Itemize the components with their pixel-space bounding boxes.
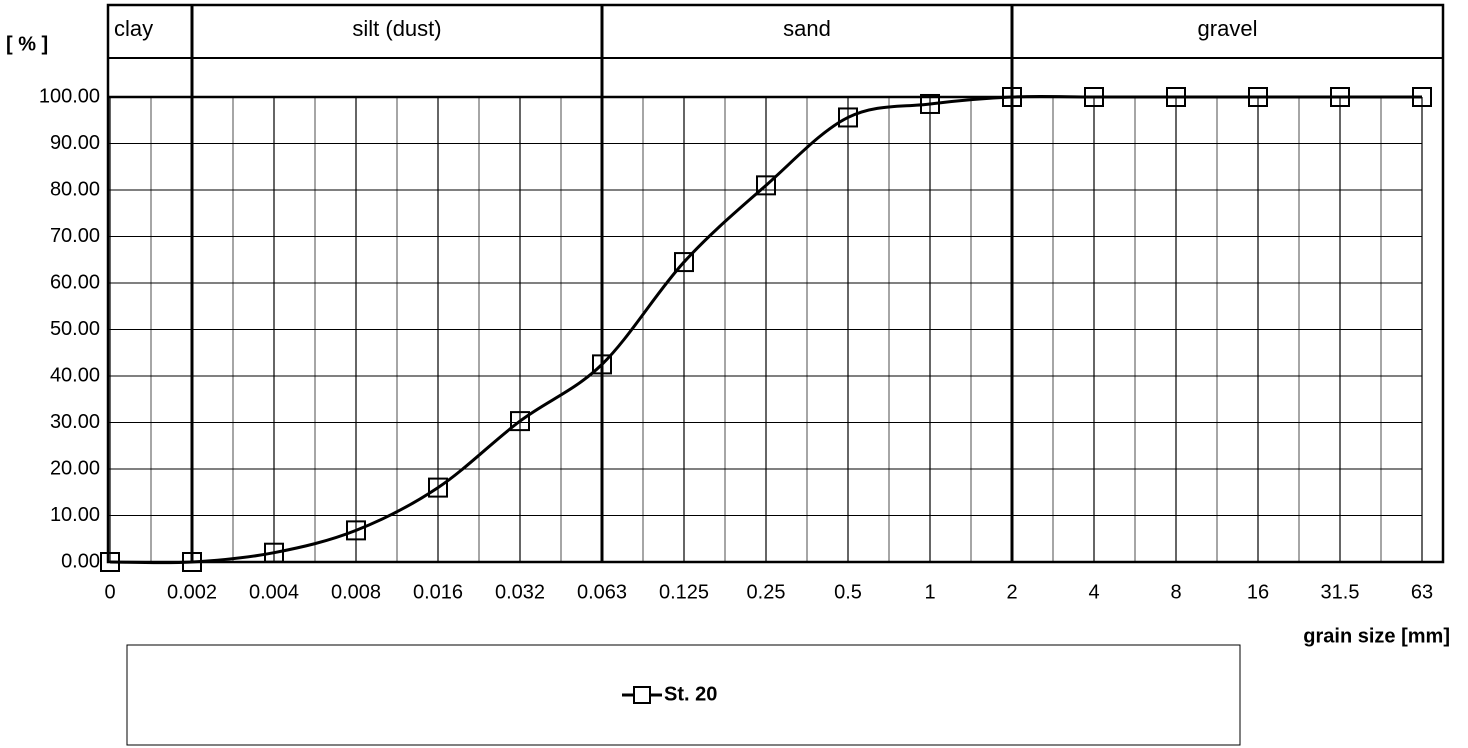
x-tick-label: 0.016: [413, 581, 463, 603]
data-marker: [592, 354, 612, 375]
zone-label: silt (dust): [352, 16, 441, 41]
x-tick-label: 16: [1247, 581, 1269, 603]
y-tick-label: 70.00: [50, 225, 100, 247]
x-tick-label: 4: [1088, 581, 1099, 603]
x-tick-label: 31.5: [1321, 581, 1360, 603]
data-marker: [756, 175, 776, 196]
x-tick-label: 0.063: [577, 581, 627, 603]
x-axis-label: grain size [mm]: [1303, 625, 1450, 647]
x-tick-label: 2: [1006, 581, 1017, 603]
y-tick-label: 0.00: [61, 550, 100, 572]
data-marker: [264, 542, 284, 563]
data-marker: [182, 552, 202, 572]
x-tick-label: 0.032: [495, 581, 545, 603]
y-tick-label: 50.00: [50, 318, 100, 340]
y-tick-label: 80.00: [50, 178, 100, 200]
y-axis-label: [ % ]: [6, 33, 48, 55]
y-tick-label: 60.00: [50, 271, 100, 293]
x-tick-label: 0.125: [659, 581, 709, 603]
zone-label: gravel: [1198, 16, 1258, 41]
x-tick-label: 63: [1411, 581, 1433, 603]
data-marker: [1248, 87, 1268, 107]
data-marker: [428, 477, 448, 498]
y-tick-label: 30.00: [50, 411, 100, 433]
zone-label: sand: [783, 16, 831, 41]
x-tick-label: 0.008: [331, 581, 381, 603]
data-marker: [100, 552, 120, 572]
data-marker: [1330, 87, 1350, 107]
x-tick-label: 0.5: [834, 581, 862, 603]
x-tick-label: 1: [924, 581, 935, 603]
data-marker: [1412, 87, 1432, 107]
data-marker: [1002, 87, 1022, 107]
data-marker: [674, 252, 694, 273]
x-tick-label: 0.25: [747, 581, 786, 603]
y-tick-label: 40.00: [50, 364, 100, 386]
y-tick-label: 20.00: [50, 457, 100, 479]
x-tick-label: 0.004: [249, 581, 299, 603]
legend-label: St. 20: [664, 683, 717, 705]
zone-label: clay: [114, 16, 153, 41]
data-marker: [510, 411, 530, 432]
y-tick-label: 10.00: [50, 504, 100, 526]
data-marker: [1166, 87, 1186, 107]
x-tick-label: 0: [104, 581, 115, 603]
y-tick-label: 90.00: [50, 132, 100, 154]
y-tick-label: 100.00: [39, 85, 100, 107]
data-marker: [920, 93, 940, 114]
x-tick-label: 8: [1170, 581, 1181, 603]
x-tick-label: 0.002: [167, 581, 217, 603]
legend-marker: [633, 686, 651, 704]
legend-box: [126, 644, 1241, 746]
data-marker: [346, 520, 366, 541]
data-marker: [1084, 87, 1104, 107]
series-line: [109, 94, 1422, 565]
data-marker: [838, 107, 858, 128]
